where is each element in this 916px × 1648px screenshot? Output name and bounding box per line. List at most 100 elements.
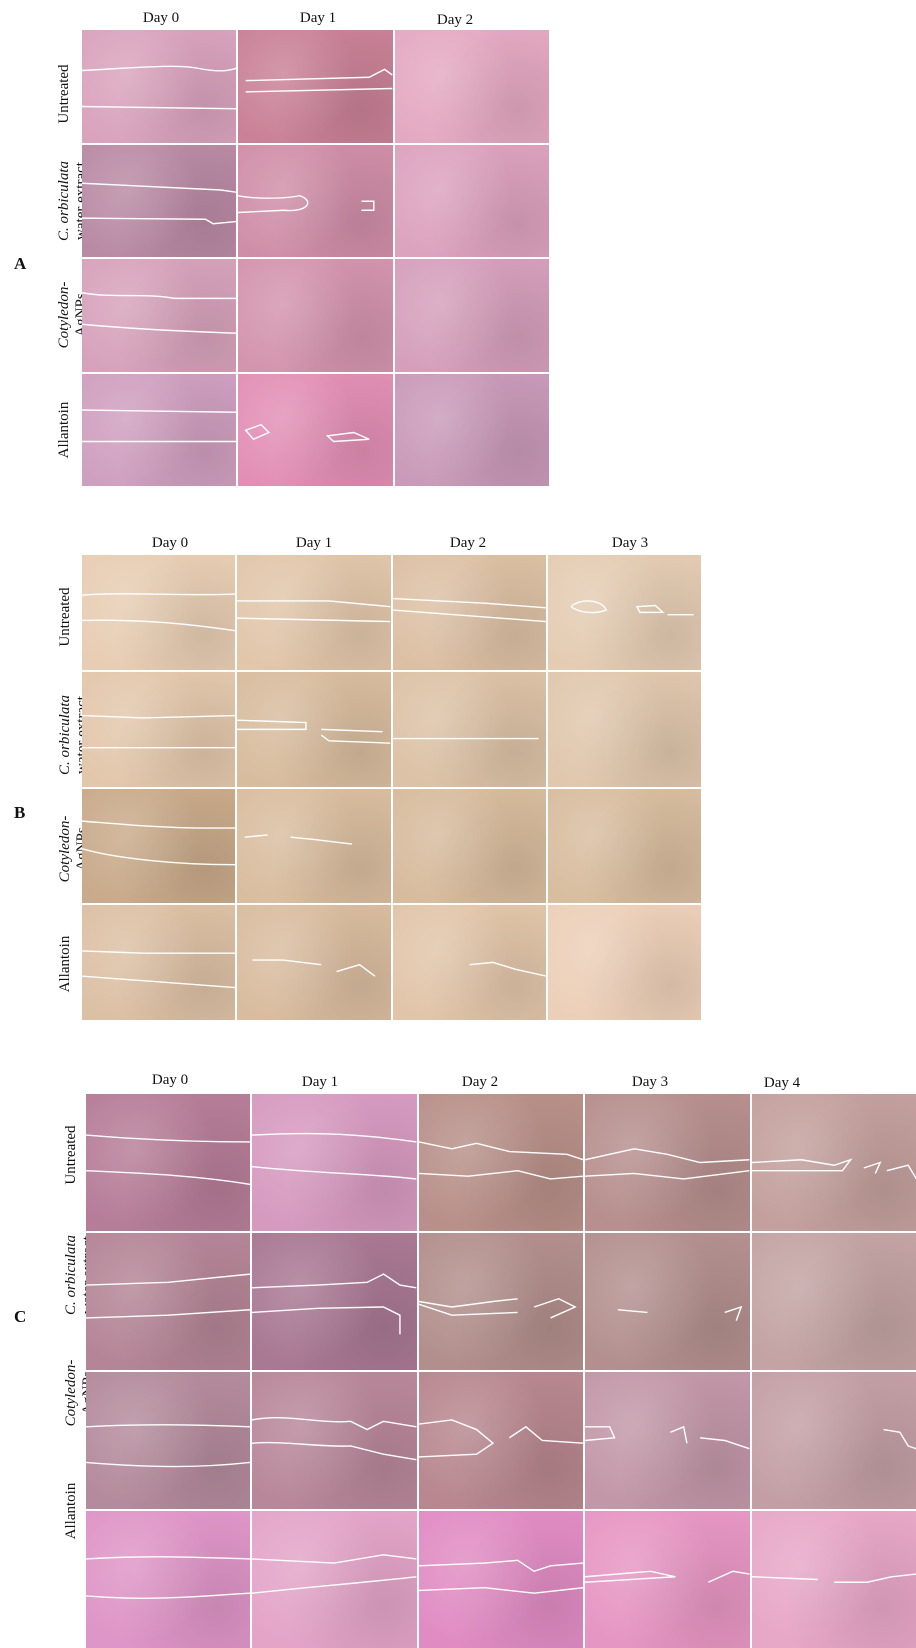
wound-edge-line bbox=[752, 1160, 851, 1171]
wound-edge-trace bbox=[419, 1372, 583, 1509]
microscopy-image-a-r2-c2 bbox=[394, 259, 549, 372]
microscopy-image-a-r1-c0 bbox=[82, 144, 237, 258]
wound-edge-line bbox=[82, 218, 236, 224]
wound-edge-line bbox=[82, 107, 236, 109]
panel-a-col-header-day2: Day 2 bbox=[436, 12, 474, 28]
microscopy-image-c-r2-c2 bbox=[418, 1372, 584, 1509]
panel-a-col-header-day0: Day 0 bbox=[142, 10, 180, 26]
wound-edge-trace bbox=[393, 905, 546, 1020]
wound-edge-trace bbox=[585, 1372, 749, 1509]
panel-c-col-header-day4: Day 4 bbox=[763, 1075, 801, 1091]
wound-edge-line bbox=[252, 1418, 416, 1430]
wound-edge-line bbox=[245, 834, 268, 836]
panel-c-col-header-day0: Day 0 bbox=[151, 1072, 189, 1088]
microscopy-image-b-r3-c3 bbox=[547, 905, 701, 1020]
microscopy-image-c-r3-c0 bbox=[86, 1511, 251, 1648]
wound-edge-trace bbox=[86, 1511, 250, 1648]
microscopy-image-c-r3-c4 bbox=[751, 1511, 916, 1648]
wound-edge-line bbox=[571, 601, 606, 613]
wound-edge-line bbox=[725, 1307, 741, 1321]
wound-edge-line bbox=[82, 848, 235, 864]
wound-edge-trace bbox=[82, 30, 236, 143]
wound-edge-line bbox=[86, 1274, 250, 1285]
wound-edge-trace bbox=[419, 1511, 583, 1648]
microscopy-image-c-r1-c3 bbox=[585, 1233, 750, 1370]
microscopy-image-b-r3-c1 bbox=[237, 905, 391, 1020]
wound-edge-trace bbox=[752, 1372, 916, 1509]
wound-edge-line bbox=[82, 715, 235, 717]
wound-edge-trace bbox=[752, 1511, 916, 1648]
microscopy-image-c-r1-c1 bbox=[252, 1233, 417, 1370]
wound-edge-line bbox=[82, 183, 236, 192]
wound-edge-trace bbox=[82, 672, 235, 787]
wound-edge-line bbox=[671, 1427, 687, 1443]
wound-edge-line bbox=[86, 1462, 250, 1466]
wound-edge-line bbox=[322, 735, 391, 743]
wound-edge-line bbox=[708, 1571, 749, 1582]
wound-edge-trace bbox=[752, 1094, 916, 1231]
wound-edge-line bbox=[419, 1420, 493, 1457]
microscopy-image-a-r0-c0 bbox=[82, 30, 237, 143]
wound-edge-line bbox=[86, 1425, 250, 1427]
microscopy-image-a-r1-c2 bbox=[394, 144, 549, 257]
wound-edge-trace bbox=[419, 1233, 583, 1370]
wound-edge-line bbox=[252, 1167, 416, 1179]
wound-edge-trace bbox=[252, 1233, 416, 1370]
microscopy-image-c-r2-c1 bbox=[252, 1372, 417, 1509]
wound-edge-line bbox=[585, 1427, 615, 1441]
wound-edge-trace bbox=[237, 555, 390, 670]
microscopy-image-b-r2-c3 bbox=[547, 788, 701, 904]
wound-edge-line bbox=[637, 605, 663, 612]
microscopy-image-c-r2-c3 bbox=[585, 1372, 750, 1509]
microscopy-image-c-r2-c0 bbox=[86, 1372, 251, 1509]
microscopy-image-b-r1-c0 bbox=[82, 671, 236, 787]
wound-edge-line bbox=[86, 1310, 250, 1318]
panel-b-col-header-day3: Day 3 bbox=[611, 535, 649, 551]
wound-edge-line bbox=[328, 432, 370, 441]
wound-edge-line bbox=[252, 1134, 416, 1142]
wound-edge-trace bbox=[548, 555, 701, 670]
microscopy-image-c-r0-c0 bbox=[86, 1094, 251, 1231]
wound-edge-line bbox=[419, 1304, 518, 1315]
wound-edge-trace bbox=[419, 1094, 583, 1231]
wound-edge-trace bbox=[237, 672, 390, 787]
wound-edge-line bbox=[82, 821, 235, 828]
microscopy-image-a-r1-c1 bbox=[238, 144, 393, 257]
wound-edge-line bbox=[246, 69, 393, 80]
microscopy-image-c-r1-c2 bbox=[418, 1233, 584, 1370]
microscopy-image-b-r2-c1 bbox=[237, 788, 391, 904]
microscopy-image-b-r3-c0 bbox=[82, 905, 236, 1020]
wound-edge-trace bbox=[82, 374, 236, 487]
wound-edge-line bbox=[393, 599, 546, 608]
wound-edge-trace bbox=[82, 145, 236, 258]
microscopy-image-b-r0-c0 bbox=[82, 555, 236, 670]
wound-edge-line bbox=[82, 951, 235, 953]
wound-edge-line bbox=[82, 66, 236, 71]
wound-edge-line bbox=[585, 1571, 675, 1582]
microscopy-image-b-r1-c2 bbox=[392, 671, 546, 787]
wound-edge-line bbox=[82, 976, 235, 987]
microscopy-image-a-r3-c1 bbox=[238, 373, 393, 486]
wound-edge-line bbox=[883, 1430, 916, 1449]
wound-edge-line bbox=[86, 1171, 250, 1185]
wound-edge-trace bbox=[86, 1233, 250, 1370]
wound-edge-line bbox=[252, 1555, 416, 1563]
wound-edge-trace bbox=[393, 672, 546, 787]
wound-edge-line bbox=[752, 1577, 818, 1580]
panel-b-col-header-day2: Day 2 bbox=[449, 535, 487, 551]
microscopy-image-b-r0-c3 bbox=[547, 555, 701, 670]
wound-edge-line bbox=[82, 594, 235, 595]
microscopy-image-a-r3-c2 bbox=[394, 373, 549, 486]
microscopy-image-c-r1-c4 bbox=[751, 1233, 916, 1370]
wound-edge-line bbox=[585, 1149, 749, 1163]
wound-edge-trace bbox=[237, 905, 390, 1020]
wound-edge-line bbox=[419, 1560, 583, 1571]
panel-c-col-header-day1: Day 1 bbox=[301, 1074, 339, 1090]
wound-edge-line bbox=[469, 963, 546, 977]
microscopy-image-b-r1-c1 bbox=[237, 671, 391, 787]
wound-edge-line bbox=[419, 1142, 583, 1160]
wound-edge-trace bbox=[252, 1094, 416, 1231]
microscopy-image-a-r0-c1 bbox=[238, 30, 393, 143]
wound-edge-line bbox=[237, 618, 390, 621]
wound-edge-line bbox=[419, 1299, 518, 1307]
